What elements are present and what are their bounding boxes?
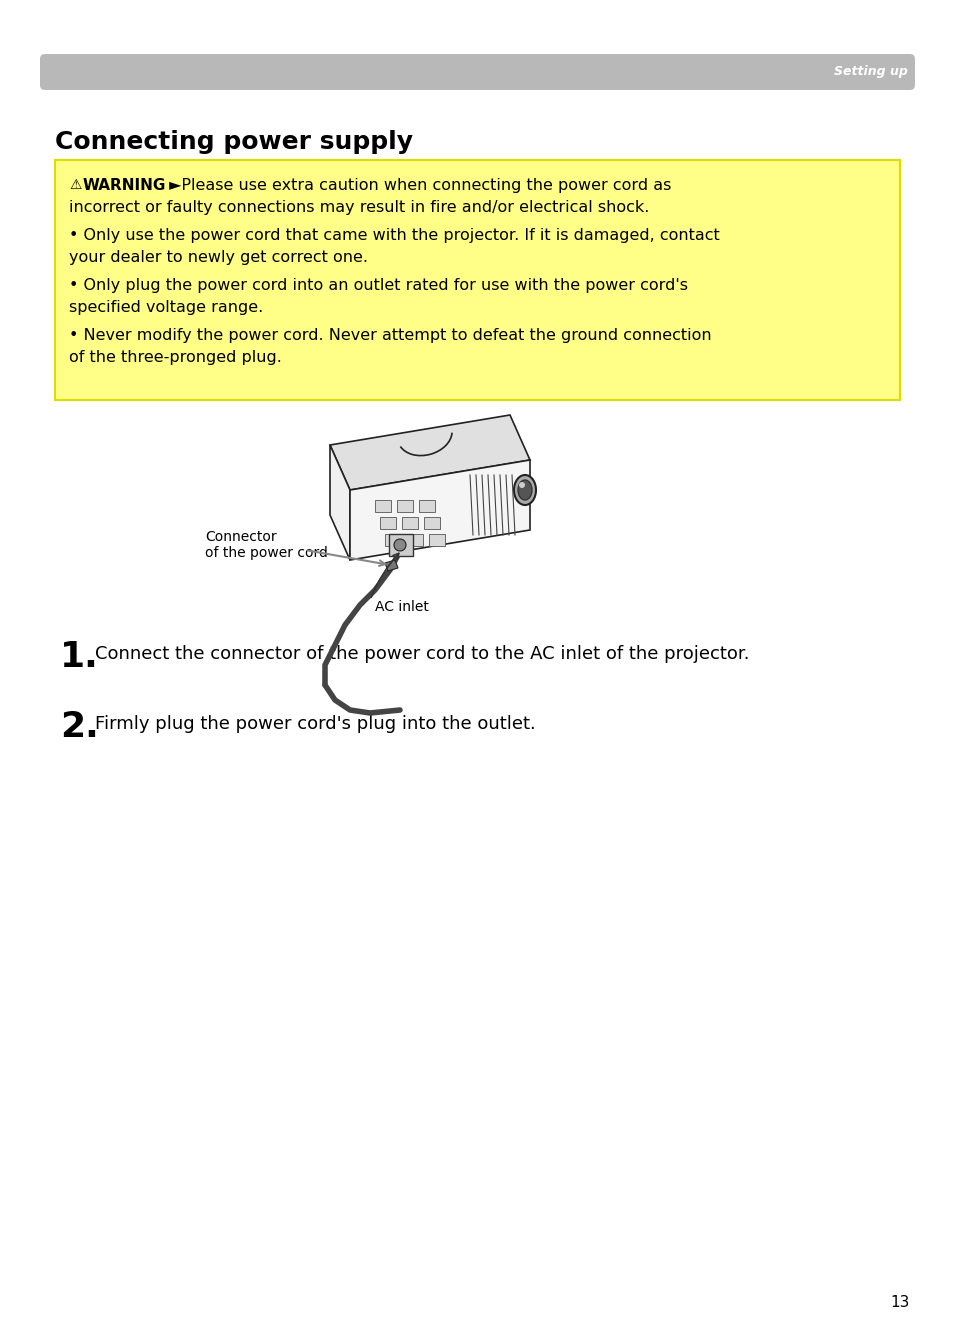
Polygon shape: [385, 560, 397, 570]
FancyBboxPatch shape: [379, 517, 395, 529]
Text: • Only use the power cord that came with the projector. If it is damaged, contac: • Only use the power cord that came with…: [69, 228, 719, 242]
Text: specified voltage range.: specified voltage range.: [69, 300, 263, 315]
FancyBboxPatch shape: [407, 534, 422, 546]
FancyBboxPatch shape: [429, 534, 444, 546]
FancyBboxPatch shape: [385, 534, 400, 546]
Text: ►Please use extra caution when connecting the power cord as: ►Please use extra caution when connectin…: [164, 178, 671, 193]
FancyBboxPatch shape: [55, 159, 899, 400]
FancyBboxPatch shape: [418, 499, 435, 511]
Ellipse shape: [518, 482, 524, 487]
Text: 13: 13: [890, 1295, 909, 1310]
Polygon shape: [330, 415, 530, 490]
Polygon shape: [350, 461, 530, 560]
FancyBboxPatch shape: [423, 517, 439, 529]
Text: • Never modify the power cord. Never attempt to defeat the ground connection: • Never modify the power cord. Never att…: [69, 328, 711, 343]
Text: your dealer to newly get correct one.: your dealer to newly get correct one.: [69, 250, 368, 265]
Text: Connector: Connector: [205, 530, 276, 544]
Text: of the three-pronged plug.: of the three-pronged plug.: [69, 349, 281, 366]
Text: incorrect or faulty connections may result in fire and/or electrical shock.: incorrect or faulty connections may resu…: [69, 200, 649, 216]
Ellipse shape: [517, 479, 532, 499]
Text: Connect the connector of the power cord to the AC inlet of the projector.: Connect the connector of the power cord …: [95, 645, 749, 663]
FancyBboxPatch shape: [375, 499, 391, 511]
Circle shape: [394, 540, 406, 552]
FancyBboxPatch shape: [40, 54, 914, 90]
Text: • Only plug the power cord into an outlet rated for use with the power cord's: • Only plug the power cord into an outle…: [69, 279, 687, 293]
Text: Firmly plug the power cord's plug into the outlet.: Firmly plug the power cord's plug into t…: [95, 715, 536, 732]
Ellipse shape: [514, 475, 536, 505]
Polygon shape: [330, 445, 350, 560]
FancyBboxPatch shape: [389, 534, 413, 556]
Text: Setting up: Setting up: [833, 66, 907, 79]
Text: WARNING: WARNING: [83, 178, 166, 193]
Text: 1.: 1.: [60, 640, 99, 674]
FancyBboxPatch shape: [396, 499, 413, 511]
Text: ⚠: ⚠: [69, 178, 81, 191]
Text: of the power cord: of the power cord: [205, 546, 328, 560]
Text: AC inlet: AC inlet: [375, 600, 429, 615]
Text: Connecting power supply: Connecting power supply: [55, 130, 413, 154]
Text: 2.: 2.: [60, 710, 99, 744]
FancyBboxPatch shape: [401, 517, 417, 529]
